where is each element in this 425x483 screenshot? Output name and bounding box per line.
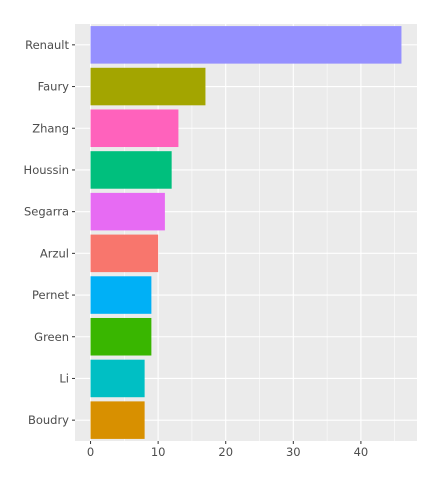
x-axis: 0 10 20 30 40: [87, 441, 368, 459]
y-tick-label: Houssin: [24, 163, 69, 177]
bar-segarra: [90, 192, 165, 231]
bar-li: [90, 359, 145, 398]
bar-zhang: [90, 109, 179, 148]
bar-houssin: [90, 151, 172, 189]
y-tick-label: Li: [59, 371, 69, 385]
bar-faury: [90, 67, 206, 106]
bar-green: [90, 317, 152, 356]
bar-arzul: [90, 234, 159, 273]
y-tick-label: Pernet: [32, 288, 69, 302]
y-tick-label: Arzul: [40, 246, 69, 260]
bars: [90, 26, 402, 439]
x-tick-label: 40: [354, 445, 369, 459]
bar-renault: [90, 26, 402, 64]
bar-pernet: [90, 276, 152, 314]
x-tick-label: 0: [87, 445, 94, 459]
y-axis: Renault Faury Zhang Houssin Segarra Arzul Pern…: [24, 38, 75, 427]
y-tick-label: Boudry: [28, 413, 69, 427]
x-tick-label: 30: [286, 445, 301, 459]
x-tick-label: 20: [218, 445, 233, 459]
y-tick-label: Renault: [25, 38, 69, 52]
y-tick-label: Faury: [38, 80, 70, 94]
y-tick-label: Green: [34, 330, 69, 344]
x-tick-label: 10: [151, 445, 166, 459]
bar-boudry: [90, 401, 145, 439]
y-tick-label: Zhang: [32, 121, 69, 135]
y-tick-label: Segarra: [24, 205, 69, 219]
